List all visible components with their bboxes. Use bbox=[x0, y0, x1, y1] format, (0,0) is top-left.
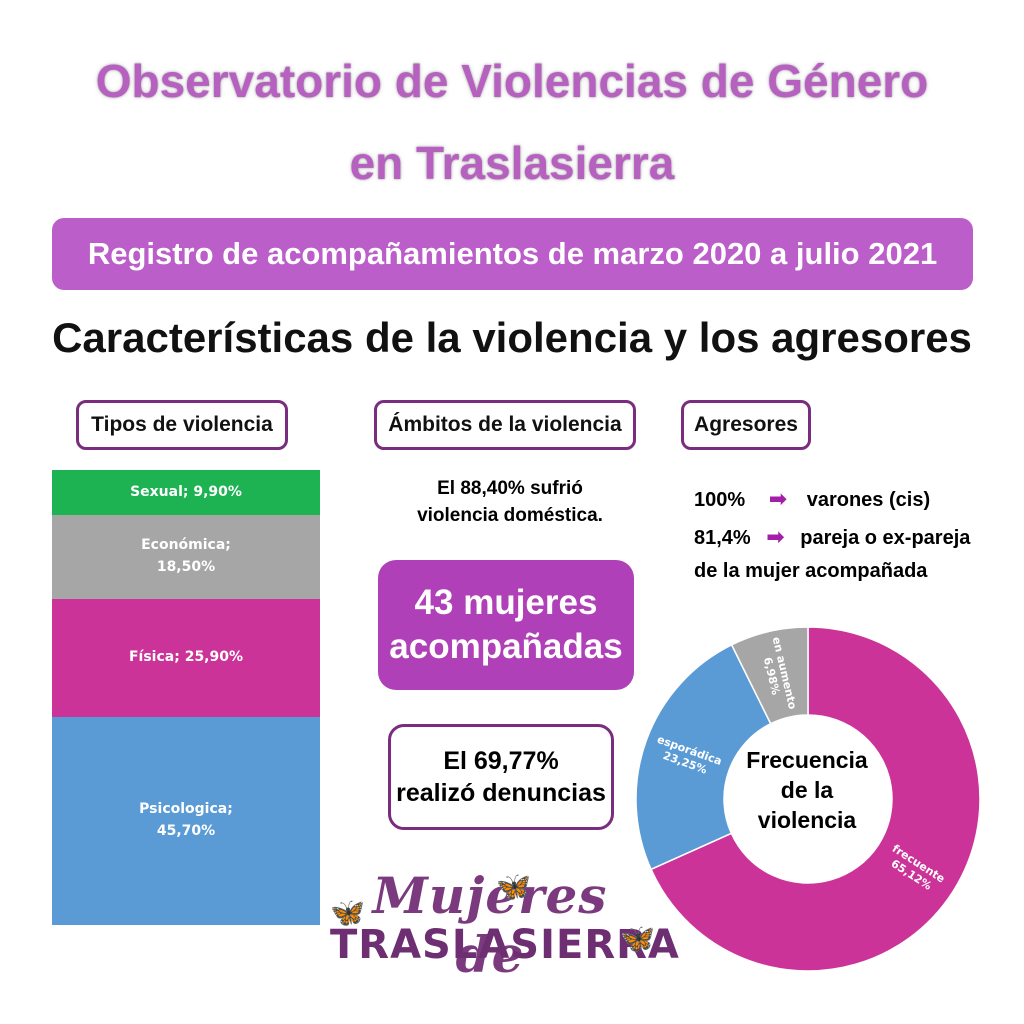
section-subtitle: Características de la violencia y los ag… bbox=[52, 314, 972, 361]
donut-title-line-1: Frecuencia bbox=[746, 747, 868, 773]
arrow-right-icon: ➡ bbox=[768, 486, 788, 511]
butterfly-icon: 🦋 bbox=[496, 871, 531, 902]
agresores-line-1: 100% ➡ varones (cis) bbox=[694, 486, 930, 512]
donut-slice-en-aumento bbox=[730, 626, 809, 725]
donut-slice-frecuente bbox=[650, 626, 981, 972]
date-range-banner: Registro de acompañamientos de marzo 202… bbox=[52, 218, 973, 290]
ambitos-line-2: violencia doméstica. bbox=[417, 504, 603, 526]
donut-slice-esporádica bbox=[635, 643, 772, 871]
ambitos-stat: El 88,40% sufrió violencia doméstica. bbox=[380, 476, 640, 529]
logo-line-1: Mujeres de bbox=[372, 866, 608, 984]
tipos-heading-text: Tipos de violencia bbox=[91, 413, 273, 436]
denuncias-line-2: realizó denuncias bbox=[396, 779, 606, 807]
donut-center-title: Frecuencia de la violencia bbox=[732, 746, 882, 836]
agresores-heading: Agresores bbox=[681, 400, 811, 450]
bar-label-psicologica-value: 45,70% bbox=[156, 823, 216, 840]
agresores-text-3: de la mujer acompañada bbox=[694, 560, 928, 582]
bar-segment-fisica: Física; 25,90% bbox=[52, 599, 320, 718]
tipos-heading: Tipos de violencia bbox=[76, 400, 288, 450]
agresores-text-1: varones (cis) bbox=[806, 489, 931, 511]
agresores-heading-text: Agresores bbox=[694, 413, 798, 436]
mujeres-de-traslasierra-logo: Mujeres de TRASLASIERRA 🦋 🦋 🦋 bbox=[330, 866, 680, 984]
ambitos-heading: Ámbitos de la violencia bbox=[374, 400, 636, 450]
denuncias-box: El 69,77% realizó denuncias bbox=[388, 724, 614, 830]
agresores-value-1: 100% bbox=[694, 489, 746, 511]
bar-segment-economica: Económica; 18,50% bbox=[52, 515, 320, 600]
acompanadas-line-2: acompañadas bbox=[389, 627, 623, 666]
agresores-line-3: de la mujer acompañada bbox=[694, 560, 927, 583]
agresores-text-2: pareja o ex-pareja bbox=[800, 527, 971, 549]
denuncias-line-1: El 69,77% bbox=[443, 746, 559, 775]
title-line-1: Observatorio de Violencias de Género bbox=[95, 55, 929, 107]
agresores-line-2: 81,4% ➡ pareja o ex-pareja bbox=[694, 524, 970, 550]
bar-segment-psicologica: Psicologica; 45,70% bbox=[52, 717, 320, 925]
butterfly-icon: 🦋 bbox=[330, 897, 365, 928]
violence-types-stacked-bar: Sexual; 9,90% Económica; 18,50% Física; … bbox=[52, 470, 320, 925]
logo-line-2: TRASLASIERRA bbox=[330, 922, 680, 968]
ambitos-heading-text: Ámbitos de la violencia bbox=[388, 413, 622, 436]
acompanadas-box: 43 mujeres acompañadas bbox=[378, 560, 634, 690]
bar-label-psicologica-name: Psicologica; bbox=[139, 801, 233, 818]
acompanadas-line-1: 43 mujeres bbox=[414, 583, 598, 623]
bar-segment-sexual: Sexual; 9,90% bbox=[52, 470, 320, 516]
bar-label-sexual: Sexual; 9,90% bbox=[130, 483, 242, 500]
ambitos-line-1: El 88,40% sufrió bbox=[437, 478, 583, 499]
bar-label-fisica: Física; 25,90% bbox=[128, 649, 244, 666]
donut-title-line-2: de la bbox=[780, 776, 834, 803]
title-line-2: en Traslasierra bbox=[349, 137, 675, 189]
agresores-value-2: 81,4% bbox=[694, 527, 751, 549]
butterfly-icon: 🦋 bbox=[620, 923, 655, 954]
bar-label-economica-name: Económica; bbox=[141, 537, 231, 554]
donut-title-line-3: violencia bbox=[757, 806, 857, 833]
banner-text: Registro de acompañamientos de marzo 202… bbox=[87, 236, 938, 271]
bar-label-economica-value: 18,50% bbox=[156, 559, 216, 576]
arrow-right-icon: ➡ bbox=[766, 524, 785, 549]
